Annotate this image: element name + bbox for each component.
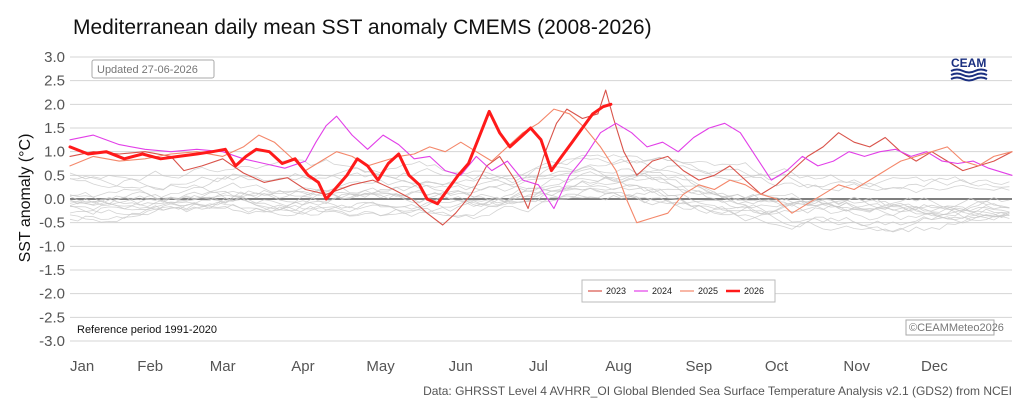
legend-label-2023: 2023 <box>606 286 626 296</box>
x-tick-label: May <box>366 358 395 375</box>
x-tick-label: Dec <box>921 358 948 375</box>
copyright-label: ©CEAMMeteo2026 <box>909 322 1004 334</box>
updated-label: Updated 27-06-2026 <box>97 64 198 76</box>
x-tick-label: Oct <box>765 358 789 375</box>
legend-label-2024: 2024 <box>652 286 672 296</box>
background-year-line <box>69 170 1010 213</box>
legend-label-2026: 2026 <box>744 286 764 296</box>
source-caption: Data: GHRSST Level 4 AVHRR_OI Global Ble… <box>423 384 1012 398</box>
y-tick-label: -1.5 <box>39 262 65 279</box>
background-year-line <box>69 165 1010 217</box>
y-tick-label: 0.5 <box>44 167 65 184</box>
y-tick-label: -3.0 <box>39 333 65 350</box>
background-year-line <box>69 192 1010 233</box>
legend-label-2025: 2025 <box>698 286 718 296</box>
x-tick-label: Jan <box>70 358 94 375</box>
copyright-box: ©CEAMMeteo2026 <box>905 319 1004 336</box>
x-tick-label: Feb <box>137 358 163 375</box>
y-tick-label: -0.5 <box>39 215 65 232</box>
copyright-box-frame <box>905 319 995 336</box>
x-tick-label: Aug <box>605 358 632 375</box>
highlighted-years-lines <box>68 89 1013 226</box>
logo-wave-3 <box>950 76 988 82</box>
x-tick-label: Mar <box>210 358 236 375</box>
y-axis-label: SST anomaly (°C) <box>17 134 34 263</box>
y-tick-label: 2.0 <box>44 96 65 113</box>
logo-wave-2 <box>950 72 988 78</box>
series-line-2026 <box>68 102 613 206</box>
y-tick-label: 0.0 <box>44 191 65 208</box>
background-year-line <box>69 187 1010 233</box>
background-year-line <box>69 181 1010 221</box>
y-tick-label: 1.0 <box>44 144 65 161</box>
background-year-line <box>69 168 1010 213</box>
y-tick-label: -2.0 <box>39 286 65 303</box>
ceam-logo: CEAM <box>950 56 988 82</box>
background-year-line <box>69 190 1010 230</box>
x-tick-label: Sep <box>686 358 713 375</box>
legend: 2023 2024 2025 2026 <box>581 279 776 303</box>
series-line-2024 <box>69 115 1013 210</box>
background-year-line <box>69 158 1010 191</box>
updated-box: Updated 27-06-2026 <box>91 59 215 79</box>
x-tick-label: Jul <box>529 358 548 375</box>
reference-label: Reference period 1991-2020 <box>77 324 217 336</box>
background-year-line <box>69 154 1010 194</box>
chart-title: Mediterranean daily mean SST anomaly CME… <box>73 16 652 39</box>
background-year-line <box>69 185 1010 221</box>
y-tick-label: 1.5 <box>44 120 65 137</box>
series-line-2025 <box>69 108 1013 224</box>
x-tick-labels: Jan Feb Mar Apr May Jun Jul Aug Sep Oct Nov Dec <box>70 358 948 375</box>
logo-text: CEAM <box>951 56 986 70</box>
updated-box-frame <box>91 59 215 79</box>
legend-frame <box>581 279 776 303</box>
background-year-line <box>69 186 1010 218</box>
logo-wave-1 <box>950 68 988 74</box>
reference-box-frame <box>71 319 241 339</box>
y-tick-label: 2.5 <box>44 73 65 90</box>
background-years-lines <box>69 154 1010 233</box>
y-tick-label: -2.5 <box>39 309 65 326</box>
reference-box: Reference period 1991-2020 <box>71 319 241 339</box>
y-tick-label: 3.0 <box>44 49 65 66</box>
background-year-line <box>69 156 1010 191</box>
x-tick-label: Nov <box>843 358 870 375</box>
y-tick-label: -1.0 <box>39 238 65 255</box>
x-tick-label: Jun <box>449 358 473 375</box>
x-tick-label: Apr <box>291 358 314 375</box>
y-tick-labels: 3.0 2.5 2.0 1.5 1.0 0.5 0.0 -0.5 -1.0 -1.5 -2.0 -2.… <box>39 49 65 350</box>
